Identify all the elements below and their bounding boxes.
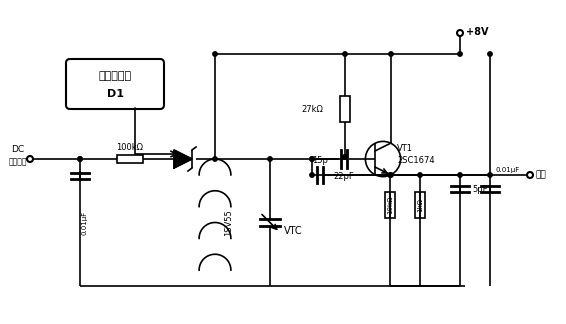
Text: 5pF: 5pF [472, 184, 487, 193]
Circle shape [213, 52, 217, 56]
Text: 15p: 15p [312, 156, 328, 165]
Circle shape [458, 52, 462, 56]
Text: VTC: VTC [284, 226, 303, 236]
Bar [117, 155, 143, 163]
Circle shape [418, 173, 422, 177]
Text: 1SV55: 1SV55 [225, 209, 234, 236]
Text: DC: DC [11, 145, 24, 154]
Text: 100kΩ: 100kΩ [117, 143, 144, 152]
Bar [385, 192, 395, 218]
Circle shape [343, 52, 347, 56]
Circle shape [310, 157, 314, 161]
Text: 变容二极管: 变容二极管 [98, 71, 131, 81]
Text: VT1: VT1 [397, 144, 413, 153]
Circle shape [268, 157, 272, 161]
Circle shape [389, 52, 393, 56]
Circle shape [388, 173, 392, 177]
Text: +8V: +8V [466, 27, 488, 37]
Circle shape [343, 155, 347, 159]
FancyBboxPatch shape [66, 59, 164, 109]
Bar [415, 192, 425, 218]
Circle shape [310, 173, 314, 177]
Circle shape [310, 157, 314, 161]
Circle shape [78, 157, 82, 161]
Circle shape [78, 157, 82, 161]
Circle shape [389, 173, 393, 177]
Text: 2SC1674: 2SC1674 [397, 156, 435, 165]
Circle shape [488, 173, 492, 177]
Text: 0.01μF: 0.01μF [82, 210, 88, 235]
Circle shape [488, 52, 492, 56]
Text: 27kΩ: 27kΩ [301, 105, 323, 113]
Text: 输出: 输出 [535, 170, 546, 179]
Text: 0.01μF: 0.01μF [496, 167, 520, 173]
Circle shape [458, 173, 462, 177]
Text: 控制电压: 控制电压 [8, 157, 27, 166]
Text: D1: D1 [106, 89, 123, 99]
Text: 1kΩ: 1kΩ [417, 198, 423, 212]
Text: 10kΩ: 10kΩ [387, 196, 393, 214]
Circle shape [213, 157, 217, 161]
Text: 22pF: 22pF [333, 172, 354, 181]
Circle shape [343, 155, 347, 159]
Polygon shape [174, 150, 192, 168]
Bar [340, 96, 350, 122]
